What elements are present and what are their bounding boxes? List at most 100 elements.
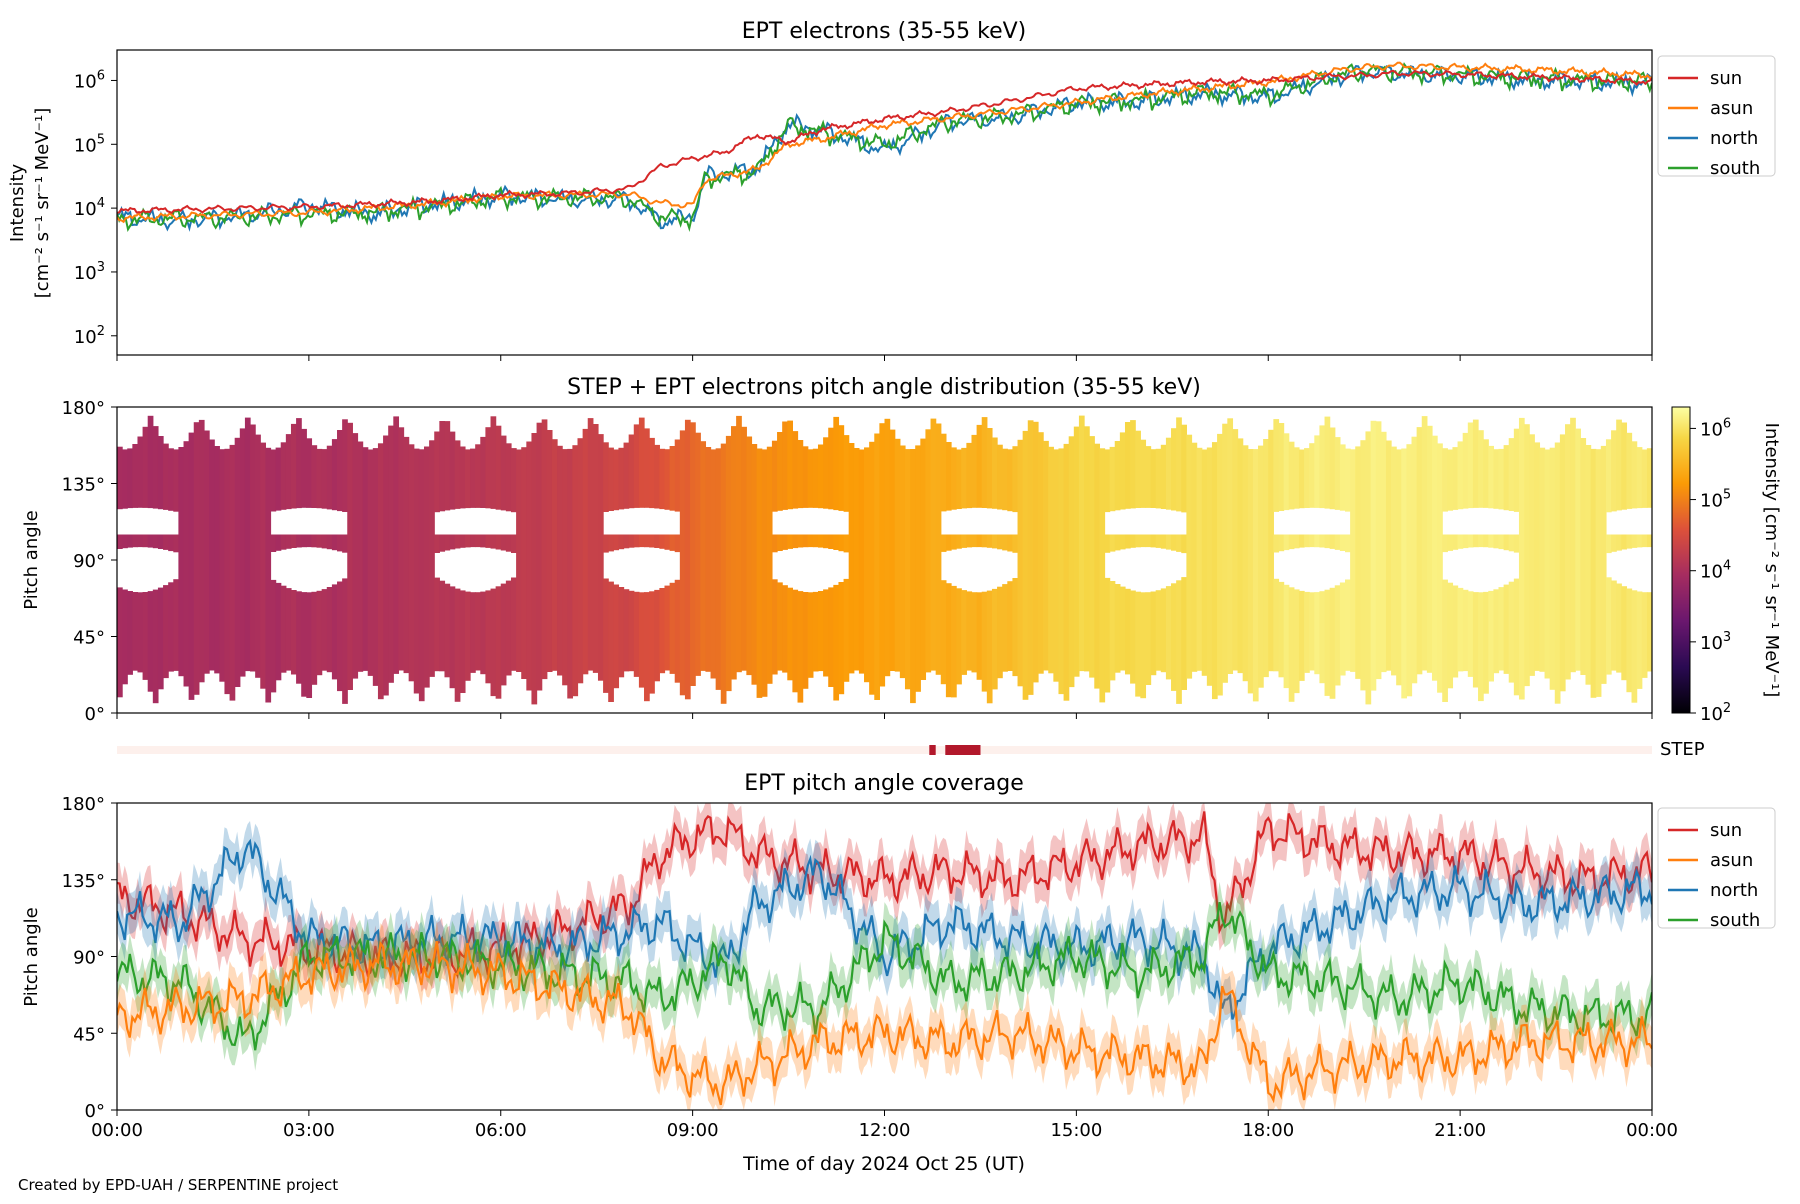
- heatmap-cell: [802, 534, 809, 548]
- heatmap-cell: [1165, 534, 1172, 550]
- heatmap-cell: [1114, 441, 1121, 511]
- heatmap-cell: [1350, 449, 1356, 672]
- heatmap-cell: [1104, 577, 1111, 693]
- heatmap-cell: [301, 592, 307, 697]
- heatmap-cell: [986, 428, 993, 509]
- heatmap-cell: [275, 582, 282, 681]
- heatmap-cell: [1565, 424, 1571, 680]
- heatmap-cell: [777, 582, 783, 671]
- heatmap-cell: [1099, 448, 1106, 703]
- heatmap-cell: [439, 421, 446, 512]
- heatmap-cell: [434, 577, 440, 672]
- heatmap-cell: [823, 589, 829, 677]
- heatmap-cell: [1600, 445, 1607, 684]
- panel1-ylabel-line1: Intensity: [7, 163, 28, 242]
- heatmap-cell: [1109, 446, 1116, 512]
- heatmap-cell: [459, 590, 466, 693]
- heatmap-cell: [1529, 434, 1535, 676]
- heatmap-cell: [951, 534, 957, 550]
- heatmap-cell: [771, 534, 778, 553]
- heatmap-cell: [1150, 534, 1157, 548]
- heatmap-cell: [285, 434, 292, 510]
- heatmap-cell: [649, 437, 655, 509]
- heatmap-cell: [823, 437, 829, 509]
- heatmap-cell: [838, 534, 845, 552]
- series-line-sun: [117, 69, 1652, 214]
- series-line-asun: [117, 940, 1652, 1106]
- heatmap-cell: [1493, 534, 1500, 549]
- heatmap-cell: [945, 583, 952, 698]
- heatmap-cell: [214, 446, 220, 674]
- heatmap-cell: [316, 534, 323, 548]
- heatmap-cell: [1483, 534, 1489, 548]
- heatmap-cell: [1104, 449, 1111, 513]
- heatmap-cell: [1171, 583, 1177, 691]
- heatmap-cell: [1304, 448, 1310, 508]
- heatmap-cell: [244, 417, 251, 672]
- heatmap-cell: [915, 445, 921, 692]
- heatmap-cell: [833, 534, 840, 550]
- heatmap-cell: [1447, 449, 1454, 511]
- heatmap-cell: [449, 431, 456, 510]
- heatmap-cell: [1309, 534, 1315, 548]
- heatmap-cell: [787, 534, 793, 549]
- heatmap-cell: [997, 444, 1003, 510]
- series-band-asun: [117, 920, 1652, 1110]
- heatmap-cell: [1646, 448, 1652, 508]
- heatmap-cell: [1472, 419, 1479, 508]
- heatmap-cell: [1483, 591, 1489, 694]
- x-tick-label: 06:00: [475, 1120, 527, 1141]
- heatmap-cell: [1636, 447, 1643, 509]
- x-tick-label: 12:00: [859, 1120, 911, 1141]
- heatmap-cell: [1017, 439, 1024, 687]
- heatmap-cell: [1073, 426, 1080, 677]
- heatmap-cell: [485, 590, 492, 684]
- heatmap-cell: [464, 449, 471, 509]
- heatmap-cell: [1283, 584, 1290, 689]
- heatmap-cell: [1334, 437, 1341, 510]
- heatmap-cell: [1467, 422, 1474, 509]
- heatmap-cell: [1222, 423, 1228, 683]
- colorbar-tick-label: 104: [1700, 559, 1731, 583]
- heatmap-cell: [899, 445, 906, 679]
- heatmap-cell: [1089, 436, 1095, 678]
- heatmap-cell: [976, 534, 983, 548]
- heatmap-cell: [1605, 534, 1612, 554]
- heatmap-cell: [316, 448, 323, 509]
- y-tick-label: 135°: [62, 871, 105, 892]
- heatmap-cell: [510, 448, 517, 513]
- heatmap-cell: [1339, 582, 1346, 676]
- x-tick-label: 18:00: [1242, 1120, 1294, 1141]
- heatmap-cell: [260, 442, 266, 689]
- heatmap-cell: [695, 432, 701, 676]
- heatmap-cell: [1508, 438, 1515, 511]
- heatmap-cell: [490, 588, 497, 697]
- series-line-north: [117, 838, 1652, 1020]
- heatmap-cell: [812, 448, 819, 508]
- heatmap-cell: [597, 434, 604, 681]
- heatmap-cell: [628, 590, 635, 672]
- heatmap-cell: [976, 592, 983, 680]
- heatmap-cell: [1406, 444, 1413, 697]
- heatmap-cell: [638, 417, 645, 508]
- heatmap-cell: [1304, 534, 1310, 548]
- heatmap-cell: [290, 423, 297, 509]
- heatmap-cell: [1329, 427, 1336, 510]
- heatmap-cell: [1355, 446, 1361, 679]
- heatmap-cell: [1186, 434, 1193, 679]
- heatmap-cell: [807, 534, 814, 548]
- heatmap-cell: [858, 449, 865, 674]
- heatmap-cell: [413, 448, 420, 694]
- heatmap-cell: [945, 534, 952, 551]
- heatmap-cell: [1135, 591, 1141, 697]
- heatmap-cell: [444, 583, 451, 678]
- heatmap-cell: [147, 415, 154, 509]
- heatmap-cell: [659, 588, 666, 674]
- colorbar-tick-label: 103: [1700, 630, 1731, 654]
- heatmap-cell: [1345, 448, 1351, 512]
- heatmap-cell: [163, 443, 169, 510]
- heatmap-cell: [1288, 587, 1295, 702]
- heatmap-cell: [1002, 448, 1008, 511]
- legend-label-south: south: [1710, 910, 1760, 931]
- heatmap-cell: [613, 534, 620, 551]
